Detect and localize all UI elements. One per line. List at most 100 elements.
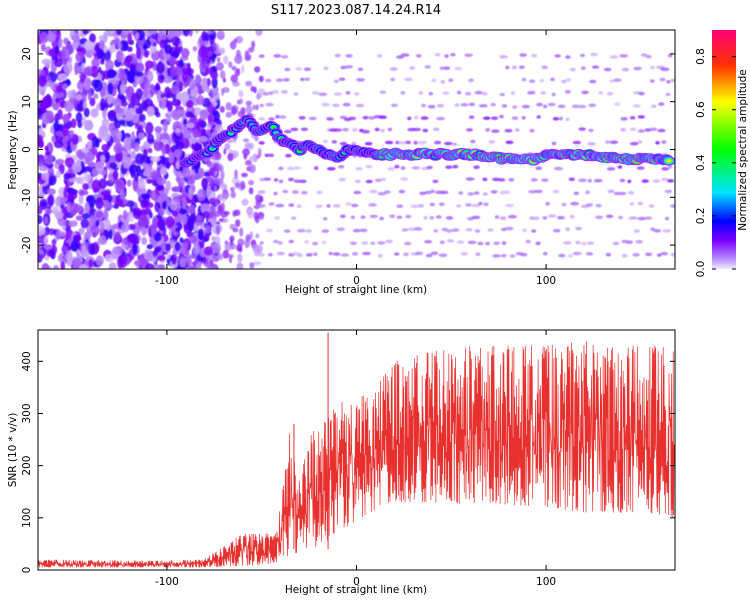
noise-blob (474, 191, 480, 195)
noise-blob (318, 92, 328, 97)
noise-blob (259, 103, 265, 108)
noise-blob (38, 214, 43, 225)
noise-blob (432, 179, 439, 184)
noise-blob (119, 40, 128, 52)
noise-blob (256, 244, 263, 254)
noise-blob (156, 90, 163, 104)
noise-blob (81, 212, 91, 220)
noise-blob (667, 53, 673, 58)
noise-blob (147, 179, 152, 184)
noise-blob (332, 204, 341, 208)
noise-blob (429, 216, 434, 220)
noise-blob (259, 177, 265, 182)
noise-blob (504, 128, 513, 133)
noise-blob (100, 190, 111, 196)
noise-blob (587, 142, 596, 146)
noise-blob (333, 128, 343, 132)
noise-blob (394, 164, 400, 169)
noise-blob (181, 213, 188, 225)
noise-blob (337, 165, 345, 169)
noise-blob (54, 113, 59, 124)
noise-blob (113, 142, 123, 154)
noise-blob (173, 149, 182, 159)
noise-blob (158, 30, 164, 37)
snr-panel: -100 0 100 0 100 200 300 400 Height of straight… (7, 329, 676, 596)
noise-blob (78, 193, 84, 205)
noise-blob (224, 143, 231, 151)
noise-blob (505, 140, 514, 145)
noise-blob (134, 260, 142, 267)
noise-blob (196, 215, 203, 222)
noise-blob (178, 59, 184, 68)
noise-blob (445, 229, 453, 233)
noise-blob (104, 254, 115, 262)
noise-blob (529, 216, 536, 220)
noise-blob (575, 226, 582, 231)
noise-blob (632, 253, 640, 257)
noise-blob (651, 104, 657, 109)
noise-blob (585, 203, 594, 207)
noise-blob (519, 65, 525, 69)
noise-blob (145, 122, 154, 134)
snr-y-axis-label: SNR (10 * v/v) (7, 413, 19, 488)
noise-blob (637, 129, 645, 133)
noise-blob (405, 140, 412, 145)
noise-blob (521, 104, 530, 109)
noise-blob (595, 203, 602, 208)
noise-blob (91, 136, 99, 148)
noise-blob (66, 90, 74, 99)
noise-blob (145, 166, 152, 175)
noise-blob (540, 91, 547, 95)
noise-blob (508, 178, 515, 182)
noise-blob (44, 145, 49, 152)
snr-y-tick-label: 100 (21, 508, 33, 528)
noise-blob (171, 30, 181, 39)
noise-blob (251, 40, 256, 49)
noise-blob (638, 91, 645, 96)
noise-blob (301, 190, 308, 195)
noise-blob (210, 197, 219, 203)
noise-blob (255, 233, 260, 239)
noise-blob (276, 78, 284, 82)
noise-blob (209, 90, 214, 99)
noise-blob (387, 127, 393, 132)
snr-content (38, 332, 675, 568)
noise-blob (180, 91, 190, 103)
noise-blob (192, 46, 198, 52)
noise-blob (536, 102, 543, 107)
noise-blob (345, 202, 352, 206)
noise-blob (554, 54, 561, 58)
noise-blob (71, 34, 80, 42)
noise-blob (572, 140, 582, 145)
noise-blob (423, 216, 428, 220)
noise-blob (245, 80, 253, 87)
noise-blob (408, 227, 416, 231)
noise-blob (102, 131, 111, 142)
noise-blob (563, 241, 572, 245)
noise-blob (197, 82, 202, 96)
noise-blob (79, 190, 89, 196)
noise-blob (456, 240, 465, 244)
noise-blob (578, 104, 587, 109)
noise-blob (607, 189, 615, 194)
noise-blob (404, 241, 412, 246)
noise-blob (72, 42, 78, 50)
noise-blob (512, 105, 518, 109)
noise-blob (465, 177, 475, 181)
noise-blob (644, 216, 653, 220)
noise-blob (171, 253, 177, 265)
noise-blob (383, 190, 391, 194)
noise-blob (609, 55, 619, 59)
noise-blob (81, 244, 87, 256)
noise-blob (179, 208, 187, 215)
noise-blob (62, 83, 69, 90)
noise-blob (536, 115, 541, 119)
noise-blob (295, 67, 303, 71)
noise-blob (207, 103, 214, 114)
noise-blob (209, 97, 214, 103)
noise-blob (296, 228, 306, 233)
noise-blob (55, 170, 61, 179)
noise-blob (181, 72, 189, 83)
noise-blob (160, 167, 168, 176)
